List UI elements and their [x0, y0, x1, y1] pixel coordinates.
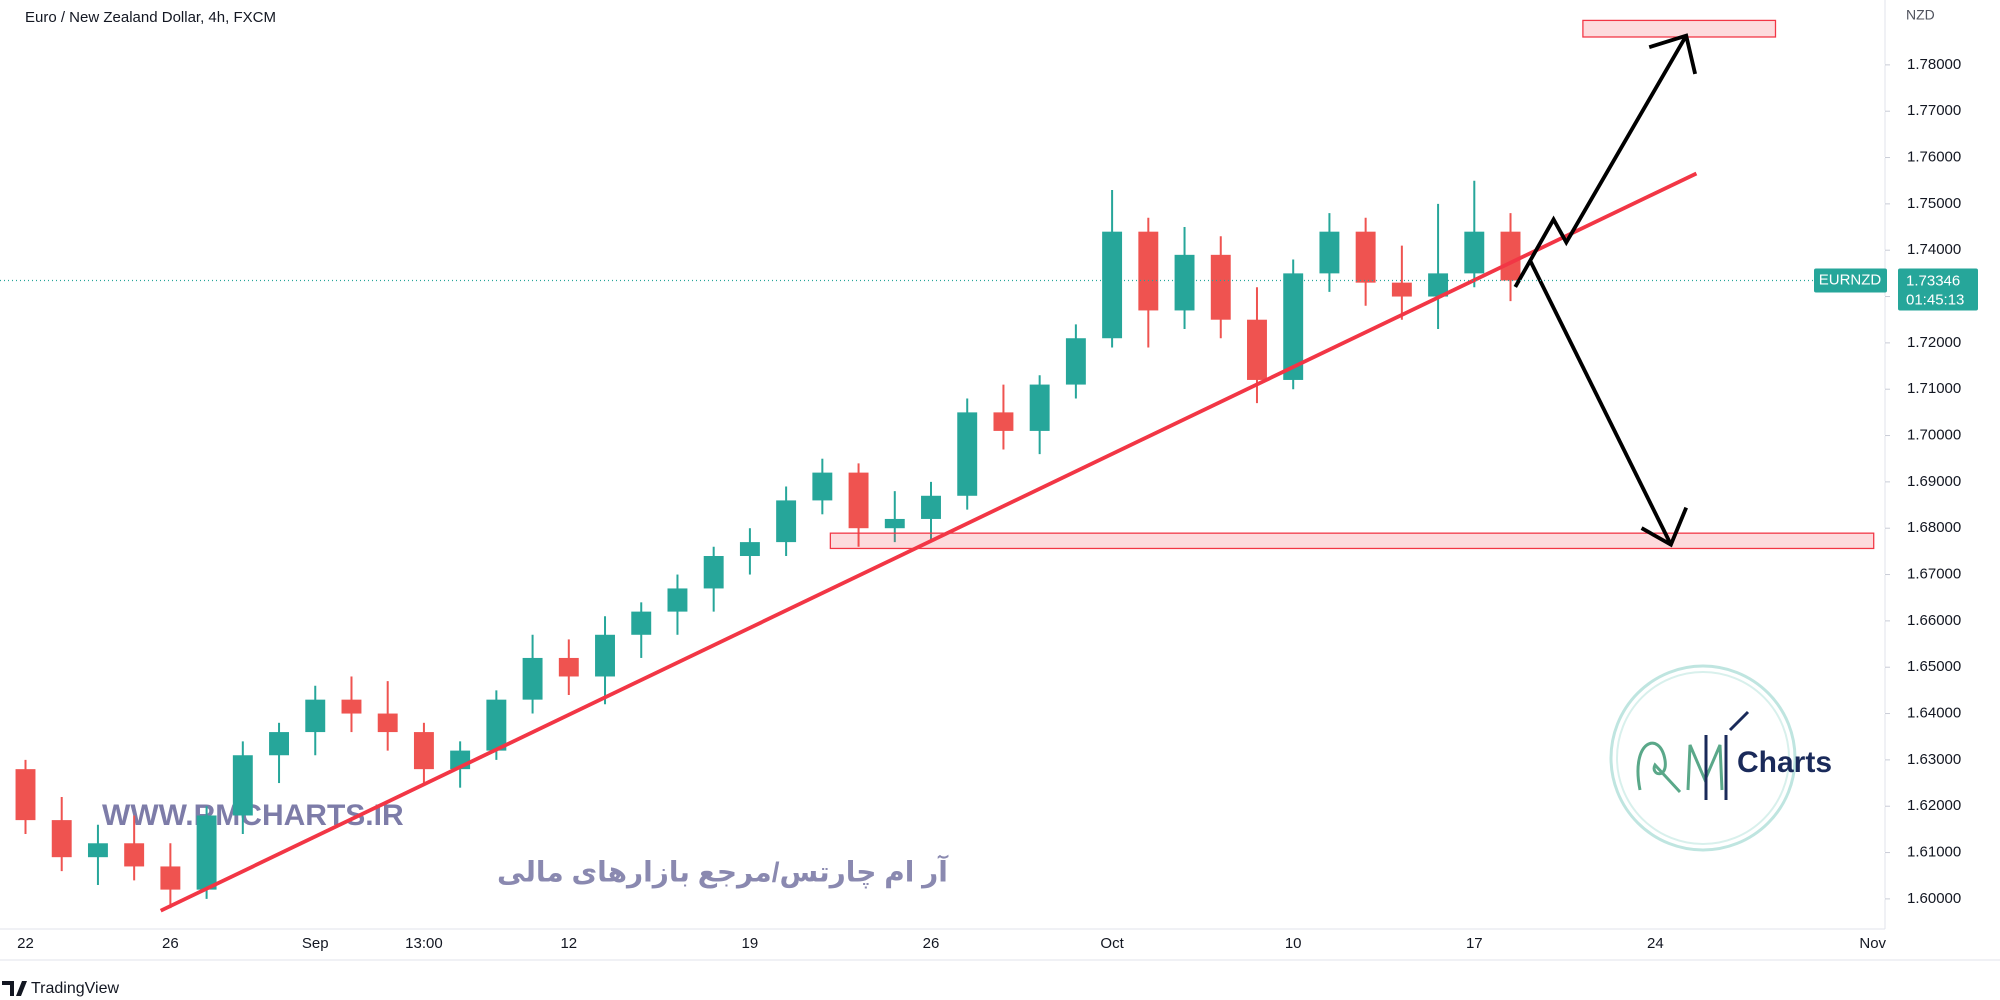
candle-body	[232, 755, 253, 816]
y-tick-label: 1.61000	[1907, 844, 1961, 861]
candle-body	[269, 732, 290, 756]
candle-body	[1355, 231, 1376, 283]
up-arrow-head	[1648, 33, 1698, 75]
candle-body	[522, 657, 543, 700]
candle-body	[1464, 231, 1485, 274]
candle-body	[848, 472, 869, 529]
y-tick-label: 1.74000	[1907, 241, 1961, 258]
candle-body	[413, 732, 434, 770]
candle-body	[160, 866, 181, 890]
footer-brand: TradingView	[31, 980, 119, 997]
y-tick-label: 1.66000	[1907, 612, 1961, 629]
target-zone-top	[1582, 19, 1777, 38]
y-tick-label: 1.64000	[1907, 705, 1961, 722]
candle-body	[196, 815, 217, 890]
x-tick-label: 24	[1647, 935, 1664, 952]
candle-body	[305, 699, 326, 733]
target-zone-bottom	[829, 532, 1875, 550]
x-tick-label: Nov	[1859, 935, 1886, 952]
candle-layer	[15, 180, 1521, 909]
candle-body	[1283, 273, 1304, 380]
candle-body	[993, 412, 1014, 431]
candle-body	[1428, 273, 1449, 297]
down-scenario-path	[1528, 260, 1673, 546]
candle-body	[776, 500, 797, 543]
up-scenario-path	[1513, 34, 1688, 288]
watermark: WWW.RMCHARTS.IR آر ام چارتس/مرجع بازارها…	[102, 664, 1832, 888]
y-tick-label: 1.72000	[1907, 334, 1961, 351]
candle-body	[1065, 338, 1086, 385]
y-tick-label: 1.63000	[1907, 751, 1961, 768]
candle-body	[921, 495, 941, 519]
candle-body	[15, 769, 36, 821]
candle-body	[1102, 231, 1123, 339]
y-tick-label: 1.71000	[1907, 380, 1961, 397]
candle-body	[595, 634, 615, 677]
drawings	[159, 19, 1875, 913]
candle-body	[377, 713, 398, 733]
logo-text: Charts	[1737, 746, 1832, 779]
y-tick-label: 1.70000	[1907, 427, 1961, 444]
y-tick-label: 1.67000	[1907, 566, 1961, 583]
candle-body	[631, 611, 652, 635]
trend-line	[159, 171, 1698, 913]
symbol-badge	[1814, 268, 1887, 293]
x-tick-label: 17	[1466, 935, 1483, 952]
logo-ring	[1609, 664, 1797, 852]
price-label: 1.73346	[1906, 272, 1960, 289]
y-tick-label: 1.68000	[1907, 519, 1961, 536]
symbol-label: EURNZD	[1819, 271, 1882, 288]
candle-body	[957, 412, 978, 496]
y-tick-label: 1.77000	[1907, 102, 1961, 119]
x-tick-label: 13:00	[405, 935, 443, 952]
candle-body	[884, 518, 905, 529]
candle-body	[703, 556, 724, 589]
candle-body	[486, 699, 507, 751]
watermark-url: WWW.RMCHARTS.IR	[102, 799, 404, 832]
candle-body	[51, 820, 72, 858]
candle-body	[87, 843, 108, 858]
candle-body	[667, 588, 688, 612]
footer-logo	[2, 981, 27, 996]
chart-title: Euro / New Zealand Dollar, 4h, FXCM	[25, 9, 276, 26]
countdown-label: 01:45:13	[1906, 291, 1964, 308]
x-tick-label: Oct	[1100, 935, 1124, 952]
watermark-tagline: آر ام چارتس/مرجع بازارهای مالی	[497, 854, 949, 888]
candle-body	[1210, 254, 1231, 320]
x-tick-label: 26	[923, 935, 940, 952]
axis-unit: NZD	[1906, 7, 1935, 23]
y-tick-label: 1.62000	[1907, 797, 1961, 814]
y-tick-label: 1.65000	[1907, 658, 1961, 675]
x-tick-label: 19	[742, 935, 759, 952]
x-tick-label: 22	[17, 935, 34, 952]
x-tick-label: 10	[1285, 935, 1302, 952]
y-tick-label: 1.78000	[1907, 56, 1961, 73]
y-tick-label: 1.76000	[1907, 149, 1961, 166]
x-tick-label: 12	[560, 935, 577, 952]
candle-body	[739, 542, 760, 557]
candle-body	[1319, 231, 1340, 274]
candle-body	[812, 472, 833, 501]
price-badge	[1898, 268, 1978, 311]
down-arrow-head	[1640, 506, 1688, 548]
y-tick-label: 1.75000	[1907, 195, 1961, 212]
x-tick-label: Sep	[302, 935, 329, 952]
candle-body	[124, 843, 145, 867]
candle-body	[341, 699, 362, 714]
candle-body	[1174, 254, 1195, 311]
candle-body	[1500, 231, 1521, 281]
logo-bars	[1704, 710, 1750, 800]
candle-body	[1247, 319, 1267, 380]
y-tick-label: 1.69000	[1907, 473, 1961, 490]
logo-ring-inner	[1616, 671, 1790, 845]
candle-body	[1138, 231, 1159, 311]
candle-body	[1391, 282, 1412, 297]
x-tick-label: 26	[162, 935, 179, 952]
candle-body	[1029, 384, 1050, 431]
candle-body	[558, 657, 579, 677]
y-tick-label: 1.60000	[1907, 890, 1961, 907]
